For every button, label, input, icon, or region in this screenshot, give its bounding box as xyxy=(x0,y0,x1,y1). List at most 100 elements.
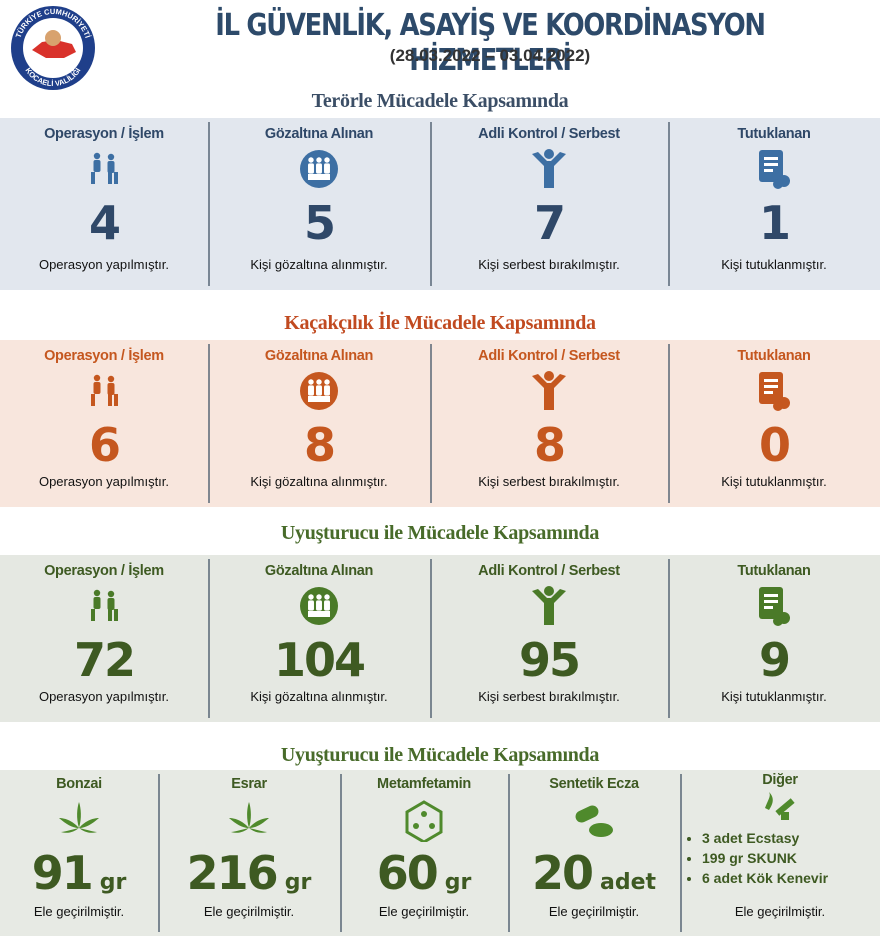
item-unit: gr xyxy=(284,870,312,895)
card-caption: Kişi serbest bırakılmıştır. xyxy=(478,474,620,489)
icon xyxy=(532,371,566,410)
icon xyxy=(59,802,99,840)
card-value: 7 xyxy=(533,196,566,250)
other-item: 199 gr SKUNK xyxy=(702,848,828,868)
panel: Operasyon / İşlem 6 Operasyon yapılmıştır.… xyxy=(0,340,880,507)
card-value: 104 xyxy=(273,633,366,687)
item-label: Sentetik Ecza xyxy=(549,776,639,792)
section-title: Uyuşturucu ile Mücadele Kapsamında xyxy=(280,744,600,766)
section-title: Terörle Mücadele Kapsamında xyxy=(311,90,569,112)
item-label: Bonzai xyxy=(56,776,102,792)
card-caption: Kişi tutuklanmıştır. xyxy=(721,474,827,489)
item-value: 60 gr xyxy=(340,846,508,900)
divider xyxy=(680,774,682,932)
divider xyxy=(208,344,210,503)
icon xyxy=(759,587,790,626)
item-number: 20 xyxy=(531,846,594,900)
card-label: Operasyon / İşlem xyxy=(44,563,164,579)
icon xyxy=(91,589,118,621)
icon xyxy=(532,586,566,625)
divider xyxy=(668,122,670,286)
card-caption: Kişi tutuklanmıştır. xyxy=(721,257,827,272)
panel: Bonzai 91 gr Ele geçirilmiştir. Esrar 216 gr El… xyxy=(0,770,880,936)
card-value: 0 xyxy=(758,418,791,472)
divider xyxy=(158,774,160,932)
divider xyxy=(430,559,432,718)
divider xyxy=(430,122,432,286)
logo: TÜRKİYE CUMHURİYETİ KOCAELİ VALİLİĞİ xyxy=(11,6,95,90)
card-label: Gözaltına Alınan xyxy=(264,563,374,579)
card-value: 6 xyxy=(88,418,121,472)
icon xyxy=(91,374,118,406)
card-caption: Operasyon yapılmıştır. xyxy=(38,689,170,704)
other-item: 6 adet Kök Kenevir xyxy=(702,868,828,888)
other-label: Diğer xyxy=(762,772,798,788)
item-number: 60 xyxy=(376,846,439,900)
item-unit: adet xyxy=(599,870,657,895)
icon xyxy=(759,150,790,189)
item-caption: Ele geçirilmiştir. xyxy=(378,904,470,919)
card-value: 4 xyxy=(88,196,121,250)
item-value: 20 adet xyxy=(508,846,680,900)
panel: Operasyon / İşlem 4 Operasyon yapılmıştır.… xyxy=(0,118,880,290)
card-label: Operasyon / İşlem xyxy=(44,348,164,364)
icon xyxy=(300,587,338,625)
date: (28.03.2022 – 03.04.2022) xyxy=(389,46,591,65)
divider xyxy=(668,559,670,718)
card-caption: Kişi serbest bırakılmıştır. xyxy=(478,689,620,704)
title: İL GÜVENLİK, ASAYİŞ VE KOORDİNASYON HİZM… xyxy=(215,8,766,78)
card-label: Gözaltına Alınan xyxy=(264,126,374,142)
divider xyxy=(430,344,432,503)
divider xyxy=(208,122,210,286)
item-value: 91 gr xyxy=(0,846,158,900)
card-caption: Kişi serbest bırakılmıştır. xyxy=(478,257,620,272)
item-unit: gr xyxy=(444,870,472,895)
card-caption: Kişi tutuklanmıştır. xyxy=(721,689,827,704)
item-caption: Ele geçirilmiştir. xyxy=(33,904,125,919)
icon xyxy=(759,372,790,411)
icon xyxy=(575,805,613,837)
other-list: 3 adet Ecstasy199 gr SKUNK6 adet Kök Ken… xyxy=(686,828,828,888)
card-value: 72 xyxy=(73,633,136,687)
card-value: 95 xyxy=(518,633,581,687)
section-title: Uyuşturucu ile Mücadele Kapsamında xyxy=(280,522,600,544)
card-caption: Operasyon yapılmıştır. xyxy=(38,257,170,272)
item-caption: Ele geçirilmiştir. xyxy=(548,904,640,919)
icon xyxy=(765,792,795,820)
card-value: 9 xyxy=(758,633,791,687)
panel: Operasyon / İşlem 72 Operasyon yapılmıştır… xyxy=(0,555,880,722)
card-value: 8 xyxy=(303,418,336,472)
other-caption: Ele geçirilmiştir. xyxy=(734,904,826,919)
icon xyxy=(405,800,443,842)
card-label: Adli Kontrol / Serbest xyxy=(478,348,620,364)
item-number: 216 xyxy=(186,846,279,900)
item-label: Metamfetamin xyxy=(377,776,471,792)
card-label: Gözaltına Alınan xyxy=(264,348,374,364)
section-title: Kaçakçılık İle Mücadele Kapsamında xyxy=(284,312,596,334)
card-caption: Kişi gözaltına alınmıştır. xyxy=(250,689,388,704)
divider xyxy=(508,774,510,932)
card-value: 1 xyxy=(758,196,791,250)
divider xyxy=(340,774,342,932)
card-label: Tutuklanan xyxy=(737,563,811,579)
card-label: Adli Kontrol / Serbest xyxy=(478,126,620,142)
icon xyxy=(300,372,338,410)
icon xyxy=(91,152,118,184)
icon xyxy=(532,149,566,188)
card-value: 5 xyxy=(303,196,336,250)
card-caption: Kişi gözaltına alınmıştır. xyxy=(250,257,388,272)
item-unit: gr xyxy=(99,870,127,895)
other-item: 3 adet Ecstasy xyxy=(702,828,828,848)
item-value: 216 gr xyxy=(158,846,340,900)
card-caption: Kişi gözaltına alınmıştır. xyxy=(250,474,388,489)
card-value: 8 xyxy=(533,418,566,472)
icon xyxy=(229,802,269,840)
card-label: Adli Kontrol / Serbest xyxy=(478,563,620,579)
icon xyxy=(300,150,338,188)
divider xyxy=(208,559,210,718)
item-caption: Ele geçirilmiştir. xyxy=(203,904,295,919)
item-number: 91 xyxy=(31,846,94,900)
card-caption: Operasyon yapılmıştır. xyxy=(38,474,170,489)
card-label: Operasyon / İşlem xyxy=(44,126,164,142)
